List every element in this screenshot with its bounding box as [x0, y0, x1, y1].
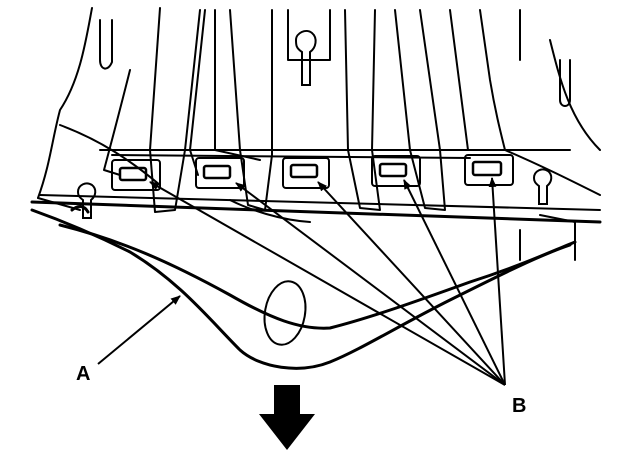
cover-hole [263, 280, 307, 346]
retaining-clip [464, 154, 514, 186]
arrow-down-icon [259, 385, 315, 450]
keyhole-slot [294, 30, 317, 86]
keyhole-slot [76, 182, 97, 219]
callout-label-a: A [76, 363, 90, 385]
callout-a-leader [97, 295, 181, 365]
retaining-clip [195, 157, 245, 189]
callout-label-b: B [512, 395, 526, 417]
cover-panel [30, 200, 602, 370]
keyhole-slot [532, 168, 553, 205]
retaining-clip [111, 159, 161, 191]
retaining-clip [371, 155, 421, 187]
housing-body [37, 7, 601, 261]
retaining-clip [282, 157, 330, 189]
callout-b-leaders [149, 177, 506, 386]
